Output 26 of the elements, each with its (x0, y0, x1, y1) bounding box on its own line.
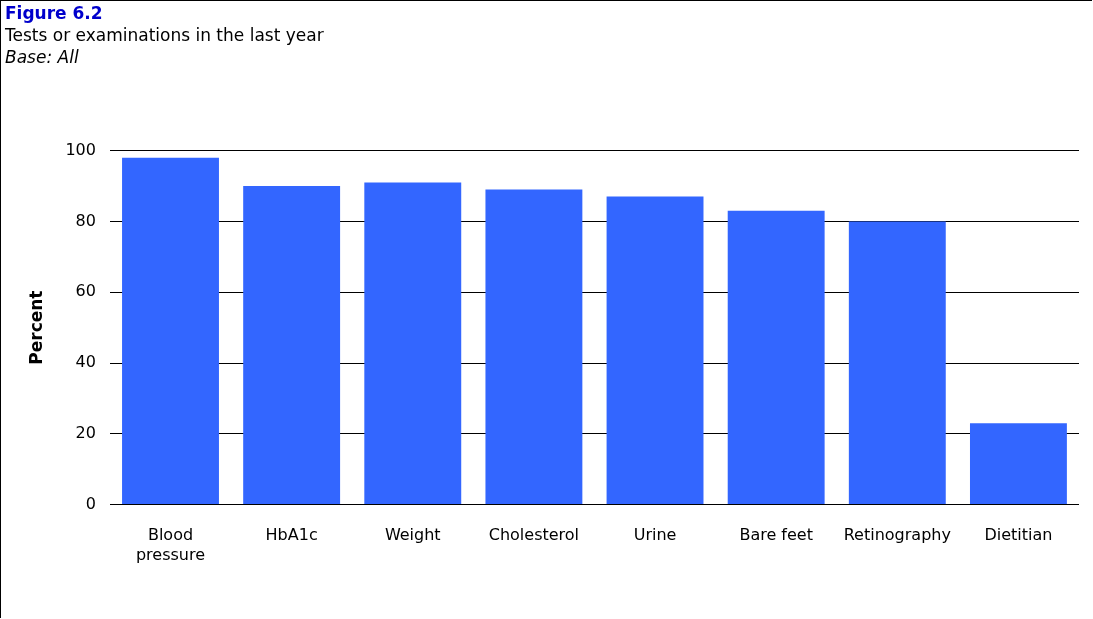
bar (848, 221, 946, 505)
y-tick-label: 0 (85, 493, 96, 513)
x-tick-label: Retinography (843, 525, 951, 545)
chart-subtitle: Tests or examinations in the last year (5, 25, 324, 45)
chart-title: Figure 6.2 (5, 3, 103, 23)
y-tick-label: 40 (75, 352, 96, 372)
x-tick-label: Weight (384, 525, 441, 545)
x-tick-label: HbA1c (265, 525, 318, 545)
y-tick-label: 20 (75, 422, 96, 442)
bar (969, 423, 1067, 505)
x-tick-label: Urine (633, 525, 677, 545)
bar (364, 182, 462, 505)
bar (727, 210, 825, 505)
x-tick-label: Dietitian (984, 525, 1053, 545)
x-tick-label: Bare feet (739, 525, 813, 545)
y-axis-title: Percent (25, 290, 46, 365)
x-tick-label: Blood pressure (135, 525, 206, 564)
x-tick-label: Cholesterol (488, 525, 580, 545)
bar (485, 189, 583, 505)
y-tick-label: 60 (75, 281, 96, 301)
bar (243, 186, 341, 505)
y-tick-label: 100 (65, 139, 96, 159)
bar (606, 196, 704, 505)
y-tick-label: 80 (75, 210, 96, 230)
bar (122, 157, 219, 505)
text: Base: All (5, 47, 79, 67)
